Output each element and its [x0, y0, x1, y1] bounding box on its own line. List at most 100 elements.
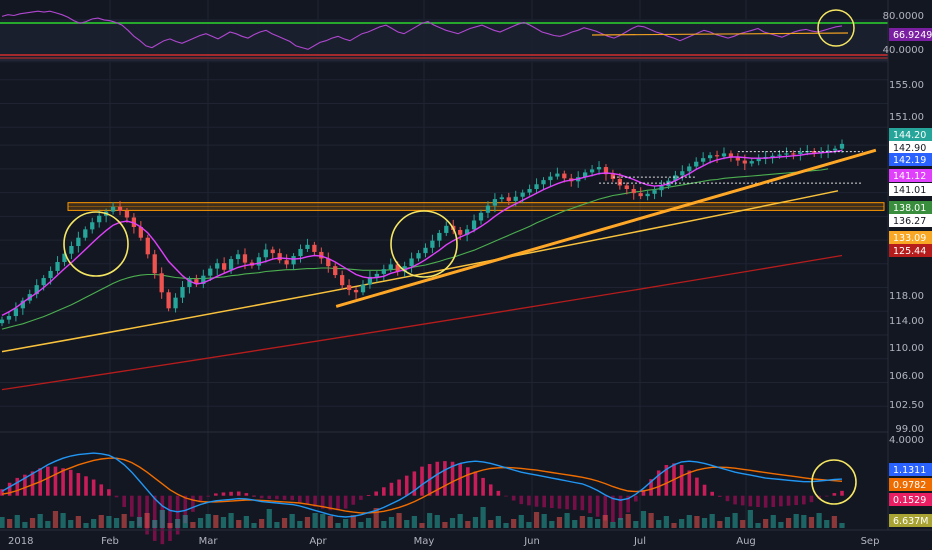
volume-bar[interactable]: [14, 515, 20, 528]
candle-body[interactable]: [777, 154, 782, 156]
volume-bar[interactable]: [68, 520, 74, 528]
candle-body[interactable]: [166, 292, 171, 309]
macd-histogram-bar[interactable]: [221, 492, 226, 496]
candle-body[interactable]: [256, 257, 261, 266]
volume-bar[interactable]: [457, 514, 463, 528]
candle-body[interactable]: [270, 249, 275, 254]
macd-histogram-bar[interactable]: [412, 471, 417, 496]
macd-histogram-bar[interactable]: [542, 495, 546, 508]
volume-bar[interactable]: [824, 520, 830, 528]
volume-bar[interactable]: [381, 521, 387, 528]
candle-body[interactable]: [138, 227, 143, 238]
candle-body[interactable]: [742, 160, 747, 164]
volume-bar[interactable]: [717, 521, 723, 528]
volume-bar[interactable]: [167, 523, 173, 528]
volume-bar[interactable]: [533, 512, 540, 528]
candle-body[interactable]: [215, 263, 220, 269]
volume-bar[interactable]: [121, 514, 127, 528]
macd-histogram-bar[interactable]: [336, 495, 340, 511]
volume-bar[interactable]: [236, 520, 242, 528]
candle-body[interactable]: [687, 166, 692, 172]
macd-histogram-bar[interactable]: [191, 495, 195, 512]
volume-bar[interactable]: [740, 520, 746, 528]
candle-body[interactable]: [69, 246, 74, 254]
volume-bar[interactable]: [182, 515, 188, 528]
macd-histogram-bar[interactable]: [359, 495, 363, 500]
volume-bar[interactable]: [633, 521, 639, 528]
candle-body[interactable]: [562, 173, 567, 179]
macd-histogram-bar[interactable]: [519, 495, 524, 505]
macd-histogram-bar[interactable]: [511, 495, 516, 501]
macd-histogram-bar[interactable]: [198, 495, 203, 503]
macd-histogram-bar[interactable]: [656, 470, 661, 496]
candle-body[interactable]: [798, 152, 803, 154]
sma-50-line[interactable]: [1, 168, 829, 330]
sma-200-line[interactable]: [1, 254, 843, 391]
macd-histogram-bar[interactable]: [53, 466, 58, 496]
candle-body[interactable]: [145, 237, 150, 255]
macd-histogram-bar[interactable]: [137, 495, 142, 527]
candle-body[interactable]: [263, 249, 268, 258]
macd-histogram-bar[interactable]: [786, 495, 791, 506]
candle-body[interactable]: [555, 173, 560, 177]
candle-body[interactable]: [832, 148, 838, 151]
candle-body[interactable]: [638, 193, 643, 197]
volume-bar[interactable]: [587, 517, 593, 528]
macd-histogram-bar[interactable]: [748, 495, 753, 507]
macd-histogram-bar[interactable]: [840, 490, 844, 496]
macd-histogram-bar[interactable]: [611, 495, 615, 523]
macd-histogram-bar[interactable]: [84, 476, 88, 496]
candle-body[interactable]: [388, 264, 393, 270]
candle-body[interactable]: [784, 153, 789, 155]
macd-histogram-bar[interactable]: [641, 489, 646, 496]
candle-body[interactable]: [701, 158, 706, 162]
candle-body[interactable]: [416, 253, 421, 259]
macd-histogram-bar[interactable]: [305, 495, 310, 505]
volume-bar[interactable]: [694, 516, 700, 528]
candle-body[interactable]: [464, 229, 470, 235]
candle-body[interactable]: [159, 273, 164, 293]
candle-body[interactable]: [312, 244, 317, 252]
volume-bar[interactable]: [595, 519, 601, 528]
volume-bar[interactable]: [98, 515, 104, 528]
macd-histogram-bar[interactable]: [450, 461, 455, 496]
macd-histogram-bar[interactable]: [30, 471, 35, 496]
volume-bar[interactable]: [419, 523, 425, 528]
volume-bar[interactable]: [113, 518, 120, 528]
candle-body[interactable]: [180, 286, 185, 298]
rsi-line[interactable]: [1, 10, 843, 50]
volume-bar[interactable]: [388, 517, 395, 528]
volume-bar[interactable]: [136, 517, 143, 528]
volume-bar[interactable]: [572, 520, 578, 528]
macd-histogram-bar[interactable]: [282, 495, 287, 500]
volume-bar[interactable]: [91, 519, 97, 528]
candle-body[interactable]: [548, 176, 553, 181]
macd-histogram-bar[interactable]: [168, 495, 172, 541]
candle-body[interactable]: [110, 206, 116, 212]
macd-histogram-bar[interactable]: [504, 495, 508, 497]
candle-body[interactable]: [756, 158, 761, 162]
macd-histogram-bar[interactable]: [565, 495, 569, 510]
volume-bar[interactable]: [526, 522, 532, 528]
macd-histogram-bar[interactable]: [725, 495, 730, 502]
candle-body[interactable]: [353, 289, 359, 293]
volume-bar[interactable]: [365, 518, 372, 528]
candle-body[interactable]: [152, 254, 157, 274]
volume-bar[interactable]: [274, 522, 280, 528]
macd-histogram-bar[interactable]: [664, 464, 669, 496]
candle-body[interactable]: [610, 174, 616, 179]
volume-bar[interactable]: [732, 513, 738, 528]
candle-body[interactable]: [478, 212, 484, 221]
volume-bar[interactable]: [304, 517, 311, 528]
volume-bar[interactable]: [709, 514, 715, 528]
volume-bar[interactable]: [686, 515, 692, 528]
macd-histogram-bar[interactable]: [794, 495, 798, 506]
candle-body[interactable]: [825, 150, 831, 152]
macd-histogram-bar[interactable]: [290, 495, 294, 501]
volume-bar[interactable]: [724, 517, 731, 528]
volume-bar[interactable]: [45, 521, 51, 528]
macd-histogram-bar[interactable]: [343, 495, 348, 509]
volume-bar[interactable]: [358, 522, 364, 528]
macd-histogram-bar[interactable]: [366, 495, 371, 496]
candle-body[interactable]: [749, 161, 754, 164]
